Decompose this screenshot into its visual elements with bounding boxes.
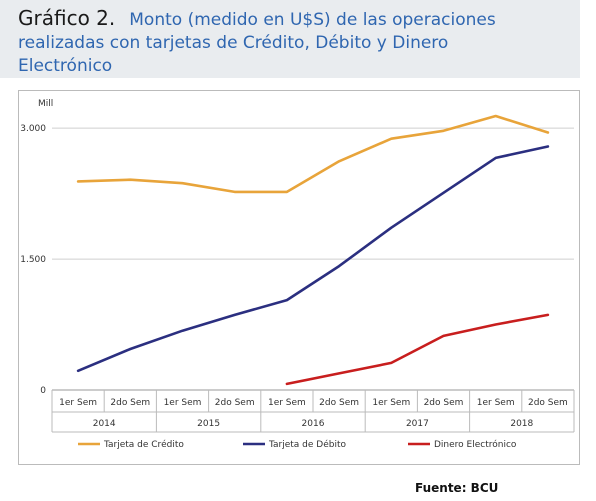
title-line-1: Gráfico 2. Monto (medido en U$S) de las o… (18, 6, 496, 30)
x-tick-label: 1er Sem (164, 398, 202, 408)
chart-frame (18, 90, 580, 465)
y-tick-label: 1.500 (20, 255, 46, 265)
series-line-2 (285, 313, 550, 386)
y-tick-label: 0 (40, 386, 46, 396)
x-group-label: 2017 (406, 419, 429, 429)
x-tick-label: 1er Sem (477, 398, 515, 408)
source-note: Fuente: BCU (415, 481, 499, 495)
series-line-0 (76, 114, 550, 194)
x-group-label: 2015 (197, 419, 220, 429)
chart-title-part-1: Monto (medido en U$S) de las operaciones (129, 10, 496, 30)
x-tick-label: 1er Sem (59, 398, 97, 408)
legend-label: Tarjeta de Débito (268, 439, 346, 450)
series-line-1 (76, 145, 550, 373)
chart-title-part-2: realizadas con tarjetas de Crédito, Débi… (18, 33, 449, 53)
x-tick-label: 1er Sem (268, 398, 306, 408)
legend-label: Dinero Electrónico (434, 439, 517, 450)
line-chart: Mill 0 1.500 3.000 1er Sem 2do Sem 1er Sem 2do … (20, 99, 575, 450)
legend-label: Tarjeta de Crédito (103, 439, 184, 450)
x-tick-label: 1er Sem (372, 398, 410, 408)
chart-title-part-3: Electrónico (18, 56, 113, 76)
x-tick-label: 2do Sem (424, 398, 464, 408)
x-tick-label: 2do Sem (319, 398, 359, 408)
x-group-label: 2016 (302, 419, 325, 429)
x-group-label: 2014 (93, 419, 116, 429)
y-tick-label: 3.000 (20, 124, 46, 134)
title-box: Gráfico 2. Monto (medido en U$S) de las o… (0, 0, 580, 78)
x-tick-label: 2do Sem (215, 398, 255, 408)
y-axis-unit-label: Mill (38, 99, 53, 109)
x-tick-label: 2do Sem (110, 398, 150, 408)
x-tick-label: 2do Sem (528, 398, 568, 408)
figure-label: Gráfico 2. (18, 6, 116, 30)
x-group-label: 2018 (510, 419, 533, 429)
